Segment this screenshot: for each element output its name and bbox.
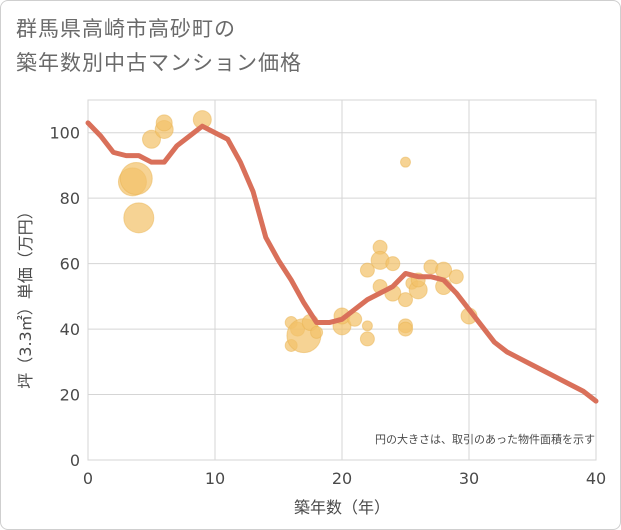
x-tick-label: 20 — [332, 469, 352, 488]
bubble-point — [400, 156, 411, 168]
y-tick-label: 20 — [60, 386, 80, 405]
y-tick-label: 80 — [60, 189, 80, 208]
bubble-point — [398, 321, 413, 337]
axis-ticks: 0 10 20 30 40 0 20 40 60 80 100 — [49, 124, 606, 488]
bubble-point — [155, 114, 173, 132]
x-axis-label: 築年数（年） — [294, 498, 390, 517]
x-tick-label: 30 — [459, 469, 479, 488]
y-axis-label: 坪（3.3㎡）単価（万円） — [16, 203, 35, 388]
bubble-point — [142, 129, 161, 149]
bubble-point — [123, 202, 155, 234]
bubble-point — [359, 331, 375, 347]
bubble-point — [361, 320, 373, 332]
bubble-point — [310, 325, 324, 339]
bubble-series — [117, 110, 478, 354]
grid-lines — [87, 99, 597, 461]
bubble-point — [119, 162, 153, 196]
bubble-point — [448, 269, 464, 285]
chart-title: 群馬県高崎市高砂町の 築年数別中古マンション価格 — [16, 12, 302, 80]
trend-line-series — [85, 120, 599, 404]
bubble-size-note: 円の大きさは、取引のあった物件面積を示す — [375, 432, 595, 446]
x-tick-label: 0 — [83, 469, 93, 488]
trend-line — [85, 120, 599, 404]
y-tick-label: 60 — [60, 255, 80, 274]
x-tick-label: 10 — [205, 469, 225, 488]
x-tick-label: 40 — [586, 469, 606, 488]
chart-title-line2: 築年数別中古マンション価格 — [16, 51, 302, 75]
y-tick-label: 100 — [49, 124, 80, 143]
bubble-point — [385, 256, 401, 272]
bubble-point — [359, 262, 375, 278]
bubble-point — [398, 292, 413, 308]
y-tick-label: 0 — [70, 451, 80, 470]
chart-title-line1: 群馬県高崎市高砂町の — [16, 17, 236, 41]
y-tick-label: 40 — [60, 320, 80, 339]
